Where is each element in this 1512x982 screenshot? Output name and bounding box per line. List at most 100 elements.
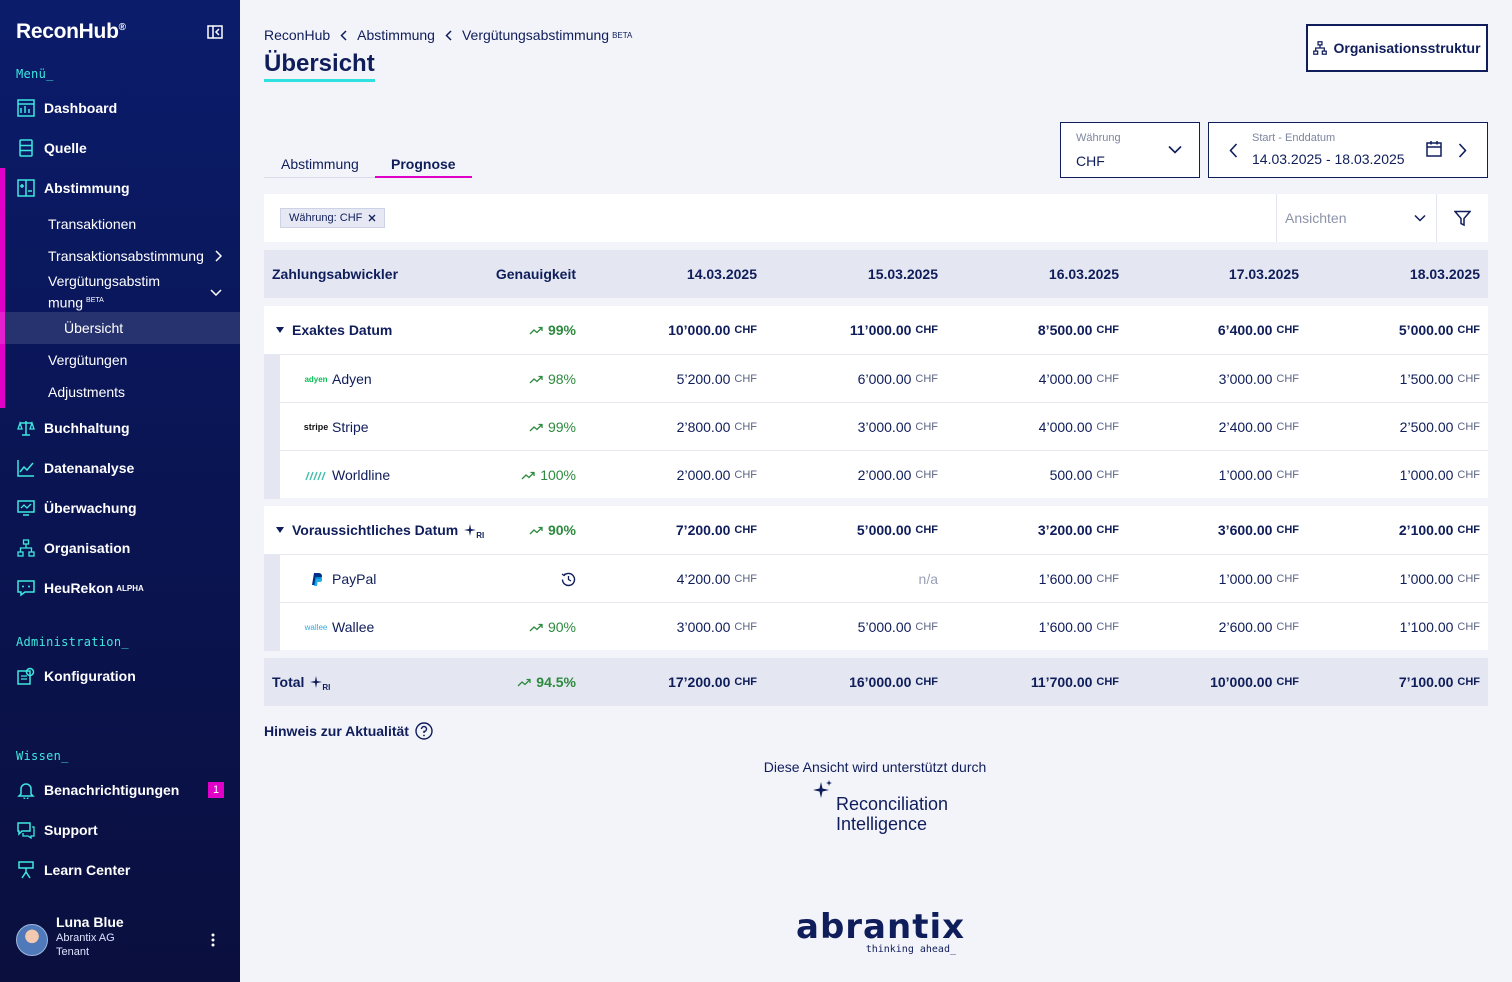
currency-select[interactable]: Währung CHF <box>1060 122 1200 178</box>
sub-nav-label: mung <box>48 294 84 311</box>
provider-cell: PayPal <box>304 555 376 603</box>
amount: 2’000.00 <box>676 467 731 483</box>
currency-code: CHF <box>1096 421 1119 433</box>
accuracy-value: 99% <box>547 419 576 435</box>
close-icon[interactable] <box>368 214 376 222</box>
ri-label: RI <box>476 531 485 540</box>
filter-button[interactable] <box>1436 194 1488 242</box>
tab-abstimmung[interactable]: Abstimmung <box>281 156 359 172</box>
table-row[interactable]: adyen Adyen 98% 5’200.00 CHF 6’000.00 CHF 4… <box>264 354 1488 403</box>
group-name: Exaktes Datum <box>272 306 392 354</box>
nav-dashboard[interactable]: Dashboard <box>0 88 240 128</box>
provider-name: Worldline <box>332 467 391 483</box>
amount-cell: 6’000.00 CHF <box>858 355 938 403</box>
nav-benachrichtigungen[interactable]: Benachrichtigungen <box>0 770 240 810</box>
sub-nav-verguetungsabstimmung[interactable]: Vergütungsabstim mung BETA <box>0 272 240 312</box>
amount: 3’600.00 <box>1217 522 1273 538</box>
more-options-icon[interactable] <box>208 932 218 948</box>
provider-name: Stripe <box>332 419 369 435</box>
amount-cell: 1’500.00 CHF <box>1400 355 1480 403</box>
table-row[interactable]: Worldline 100% 2’000.00 CHF 2’000.00 CHF 5… <box>264 450 1488 499</box>
caret-down-icon[interactable] <box>276 527 284 533</box>
sub-nav-transaktionen[interactable]: Transaktionen <box>0 208 240 240</box>
avatar <box>16 924 48 956</box>
sub-nav-label: Vergütungsabstim <box>48 272 161 289</box>
amount-cell: 2’000.00 CHF <box>858 451 938 499</box>
organisationsstruktur-button[interactable]: Organisationsstruktur <box>1306 24 1488 72</box>
nav-label: HeuRekon <box>44 580 114 596</box>
views-select[interactable]: Ansichten <box>1276 194 1436 242</box>
amount-cell: 2’400.00 CHF <box>1219 403 1299 451</box>
currency-code: CHF <box>1096 524 1119 536</box>
amount: 8’500.00 <box>1037 322 1093 338</box>
breadcrumb-verguetungsabstimmung[interactable]: Vergütungsabstimmung <box>461 27 610 43</box>
currency-value: CHF <box>1076 153 1105 169</box>
amount-cell: n/a <box>919 555 938 603</box>
freshness-hint[interactable]: Hinweis zur Aktualität <box>264 722 433 740</box>
previous-period-icon[interactable] <box>1229 143 1238 158</box>
user-org: Abrantix AG <box>56 932 115 944</box>
nav-label: Überwachung <box>44 500 137 516</box>
caret-down-icon[interactable] <box>276 327 284 333</box>
nav-datenanalyse[interactable]: Datenanalyse <box>0 448 240 488</box>
group-row-exaktes-datum[interactable]: Exaktes Datum 99% 10’000.00 CHF 11’000.00… <box>264 306 1488 354</box>
help-icon[interactable] <box>415 722 433 740</box>
amount-cell: 1’000.00 CHF <box>1400 451 1480 499</box>
reconciliation-icon <box>16 178 36 198</box>
currency-code: CHF <box>915 621 938 633</box>
breadcrumb-home[interactable]: ReconHub <box>264 27 331 43</box>
table-row[interactable]: PayPal 4’200.00 CHF n/a 1’600.00 CHF 1’000… <box>264 554 1488 603</box>
sub-nav-label: Transaktionsabstimmung <box>48 248 204 264</box>
admin-section-label: Administration_ <box>16 635 129 649</box>
amount-cell: 1’000.00 CHF <box>1219 451 1299 499</box>
sub-nav-adjustments[interactable]: Adjustments <box>0 376 240 408</box>
breadcrumb-abstimmung[interactable]: Abstimmung <box>357 27 435 43</box>
stripe-logo: stripe <box>303 422 329 432</box>
column-header-date: 14.03.2025 <box>686 266 757 282</box>
amount: 4’000.00 <box>1038 419 1093 435</box>
dashboard-icon <box>16 98 36 118</box>
amount: 7’200.00 <box>675 522 731 538</box>
calendar-icon[interactable] <box>1426 140 1442 157</box>
app-logo[interactable]: ReconHub® <box>16 20 126 43</box>
group-row-voraussichtliches-datum[interactable]: Voraussichtliches Datum RI 90% 7’200.00 C… <box>264 506 1488 554</box>
table-row[interactable]: stripe Stripe 99% 2’800.00 CHF 3’000.00 CHF… <box>264 402 1488 451</box>
currency-code: CHF <box>1276 676 1299 688</box>
amount: 10’000.00 <box>1210 674 1273 690</box>
user-profile[interactable]: Luna Blue Abrantix AG Tenant <box>16 914 124 958</box>
table-row[interactable]: wallee Wallee 90% 3’000.00 CHF 5’000.00 CHF… <box>264 602 1488 651</box>
nav-learn-center[interactable]: Learn Center <box>0 850 240 890</box>
nav-support[interactable]: Support <box>0 810 240 850</box>
currency-code: CHF <box>1276 373 1299 385</box>
column-header-date: 17.03.2025 <box>1228 266 1299 282</box>
date-range-picker[interactable]: Start - Enddatum 14.03.2025 - 18.03.2025 <box>1208 122 1488 178</box>
currency-code: CHF <box>1096 469 1119 481</box>
nav-heurekon[interactable]: HeuRekon ALPHA <box>0 568 240 608</box>
notification-badge: 1 <box>208 782 224 798</box>
amount: 1’600.00 <box>1038 571 1093 587</box>
nav-quelle[interactable]: Quelle <box>0 128 240 168</box>
collapse-sidebar-icon[interactable] <box>207 25 223 39</box>
trending-up-icon <box>529 375 543 384</box>
reconciliation-intelligence-logo: Reconciliation Intelligence <box>812 780 948 834</box>
amount-cell: 4’000.00 CHF <box>1039 355 1119 403</box>
tab-prognose[interactable]: Prognose <box>375 156 472 178</box>
amount-cell: 8’500.00 CHF <box>1038 306 1119 354</box>
nav-abstimmung[interactable]: Abstimmung <box>0 168 240 208</box>
currency-code: CHF <box>1276 621 1299 633</box>
nav-organisation[interactable]: Organisation <box>0 528 240 568</box>
sub-nav-transaktionsabstimmung[interactable]: Transaktionsabstimmung <box>0 240 240 272</box>
amount: 4’200.00 <box>676 571 731 587</box>
sub-nav-uebersicht[interactable]: Übersicht <box>0 312 240 344</box>
amount-cell: 1’100.00 CHF <box>1400 603 1480 651</box>
sub-nav-verguetungen[interactable]: Vergütungen <box>0 344 240 376</box>
chevron-right-icon <box>215 250 222 262</box>
nav-buchhaltung[interactable]: Buchhaltung <box>0 408 240 448</box>
filter-chip-currency[interactable]: Währung: CHF <box>280 208 386 228</box>
amount: 11’700.00 <box>1030 674 1093 690</box>
nav-konfiguration[interactable]: Konfiguration <box>0 656 240 696</box>
tab-bar: Abstimmung Prognose <box>264 152 472 178</box>
nav-ueberwachung[interactable]: Überwachung <box>0 488 240 528</box>
amount-cell: 17’200.00 CHF <box>668 658 757 706</box>
next-period-icon[interactable] <box>1458 143 1467 158</box>
